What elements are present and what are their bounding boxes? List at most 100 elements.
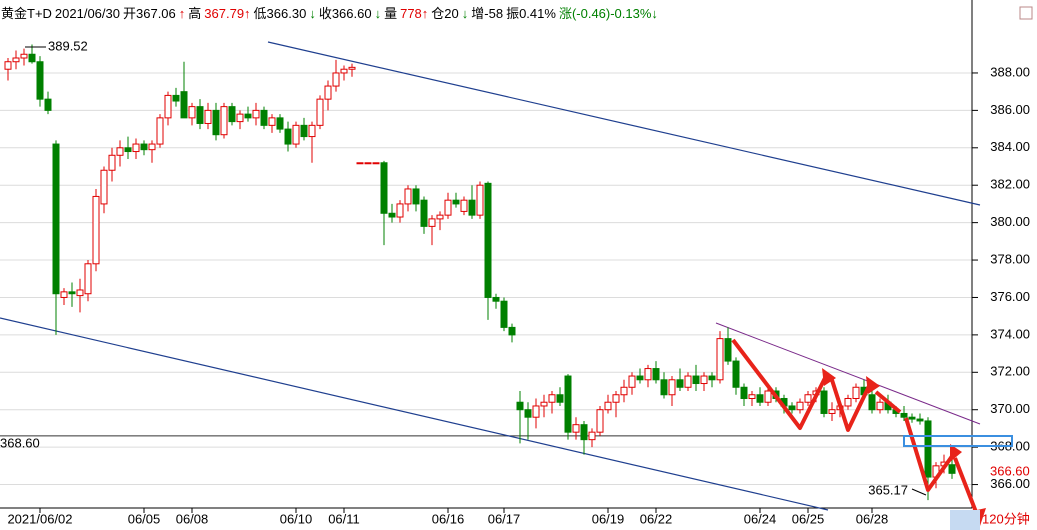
y-tick-label: 376.00 <box>990 289 1030 304</box>
period-box <box>950 510 980 530</box>
candle-body <box>548 394 556 403</box>
candle-body <box>132 143 140 153</box>
candle-body <box>820 390 828 414</box>
candle-body <box>508 326 516 336</box>
candle-body <box>636 375 644 381</box>
candle-body <box>852 386 860 399</box>
arrow-path <box>904 417 957 492</box>
candle-body <box>420 199 428 227</box>
header-item: 778↑ <box>400 6 429 21</box>
candle-body <box>516 401 524 411</box>
arrow-path <box>874 390 902 414</box>
candle-body <box>652 368 660 381</box>
candle-body <box>188 106 196 119</box>
y-tick-label: 386.00 <box>990 102 1030 117</box>
x-tick-label: 06/11 <box>328 511 360 526</box>
header-item: 367.79↑ <box>204 6 251 21</box>
candle-body <box>76 289 84 297</box>
candle-body <box>380 162 388 214</box>
x-tick-label: 06/10 <box>280 511 313 526</box>
y-tick-label: 374.00 <box>990 326 1030 341</box>
candle-body <box>868 394 876 411</box>
header-item: 开367.06 <box>123 6 176 21</box>
candle-body <box>340 68 348 74</box>
x-tick-label: 06/24 <box>744 511 777 526</box>
arrow-path <box>731 338 828 430</box>
candle-body <box>316 98 324 126</box>
candle-body <box>172 94 180 102</box>
header-item: 增-58 <box>471 6 504 21</box>
candle-body <box>260 109 268 126</box>
candle-body <box>236 113 244 123</box>
candle-body <box>740 386 748 399</box>
candle-body <box>324 85 332 100</box>
candle-body <box>492 296 500 302</box>
low-label: 365.17 <box>868 482 908 497</box>
x-tick-label: 06/08 <box>176 511 209 526</box>
candle-body <box>412 188 420 205</box>
candle-body <box>540 401 548 407</box>
candle-body <box>468 199 476 216</box>
last-price-label: 366.60 <box>990 463 1030 478</box>
candle-body <box>788 405 796 411</box>
arrows <box>731 338 978 513</box>
candle-body <box>668 379 676 396</box>
candle-body <box>756 394 764 403</box>
arrow-path <box>953 457 978 513</box>
period-label: 120分钟 <box>982 511 1030 526</box>
reference-label: 368.60 <box>0 435 40 450</box>
candle-body <box>164 94 172 119</box>
header-item: 高 <box>188 6 202 21</box>
candle-body <box>748 394 756 399</box>
candle-body <box>684 375 692 388</box>
candle-body <box>180 91 188 119</box>
candle-body <box>620 386 628 396</box>
candle-body <box>524 409 532 418</box>
candle-body <box>404 188 412 205</box>
candle-body <box>660 379 668 396</box>
candle-body <box>764 390 772 403</box>
y-tick-label: 388.00 <box>990 64 1030 79</box>
candle-body <box>92 195 100 265</box>
candle-body <box>52 143 60 295</box>
y-tick-label: 366.00 <box>990 476 1030 491</box>
high-label: 389.52 <box>48 38 88 53</box>
candle-body <box>476 184 484 216</box>
candle-body <box>596 409 604 433</box>
candle-body <box>12 57 20 63</box>
corner-icon[interactable] <box>1019 6 1033 20</box>
x-tick-label: 06/19 <box>592 511 625 526</box>
y-tick-label: 384.00 <box>990 139 1030 154</box>
candle-body <box>452 199 460 205</box>
candle-body <box>564 375 572 433</box>
candle-body <box>276 117 284 130</box>
candle-body <box>500 300 508 328</box>
candle-body <box>460 199 468 212</box>
candle-body <box>332 72 340 87</box>
header-item: 低366.30 <box>253 6 307 21</box>
highlight-box <box>903 435 1013 447</box>
candle-body <box>140 143 148 151</box>
candle-body <box>612 394 620 403</box>
candle-body <box>916 418 924 422</box>
header-item: 振0.41% <box>506 6 556 21</box>
trend-line <box>267 41 981 206</box>
arrowhead <box>822 368 836 386</box>
candle-body <box>628 375 636 388</box>
candle-body <box>4 61 12 70</box>
header-item: ↓ <box>309 6 316 21</box>
candle-body <box>148 143 156 151</box>
candle-body <box>44 98 52 111</box>
candle-body <box>572 424 580 433</box>
y-tick-label: 378.00 <box>990 251 1030 266</box>
header: 黄金T+D 2021/06/30 开367.06 ↑ 高 367.79↑ 低366.30 ↓ 收… <box>1 3 661 22</box>
candle-body <box>244 113 252 119</box>
x-tick-label: 06/28 <box>856 511 889 526</box>
candle-body <box>116 147 124 156</box>
header-item: 收366.60 <box>318 6 372 21</box>
candle-body <box>252 109 260 119</box>
candle-body <box>708 375 716 381</box>
y-tick-label: 372.00 <box>990 364 1030 379</box>
